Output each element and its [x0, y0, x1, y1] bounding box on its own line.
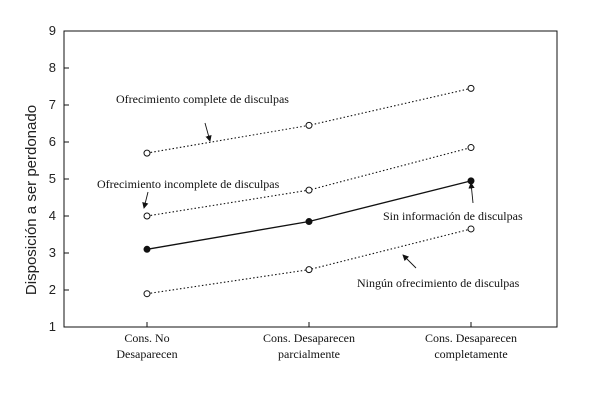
y-tick-label: 2 [49, 282, 56, 297]
data-point [143, 149, 151, 157]
annotation-arrow [468, 182, 475, 204]
y-tick-label: 1 [49, 319, 56, 334]
x-tick-label: Cons. No [124, 331, 169, 345]
series-annotation: Ningún ofrecimiento de disculpas [357, 276, 520, 290]
annotation-arrow [402, 254, 417, 269]
x-tick-label: Cons. Desaparecen [263, 331, 355, 345]
x-tick-label: parcialmente [278, 347, 340, 361]
data-point [143, 245, 151, 253]
y-tick-label: 7 [49, 97, 56, 112]
data-point [305, 186, 313, 194]
y-axis-title: Disposición a ser perdonado [23, 105, 40, 295]
series-line [146, 87, 472, 154]
x-tick-label: Desaparecen [116, 347, 177, 361]
data-point [143, 290, 151, 298]
y-tick-label: 3 [49, 245, 56, 260]
series-annotation: Ofrecimiento complete de disculpas [116, 92, 289, 106]
y-tick-label: 9 [49, 23, 56, 38]
data-point [467, 225, 475, 233]
data-point [305, 266, 313, 274]
series-annotation: Ofrecimiento incomplete de disculpas [97, 177, 280, 191]
y-tick-label: 5 [49, 171, 56, 186]
y-tick-label: 8 [49, 60, 56, 75]
y-tick-label: 6 [49, 134, 56, 149]
series-annotation: Sin información de disculpas [383, 209, 523, 223]
x-tick-label: completamente [434, 347, 507, 361]
data-point [143, 212, 151, 220]
annotation-arrow [204, 122, 212, 142]
data-point [467, 84, 475, 92]
data-point [305, 121, 313, 129]
y-tick-label: 4 [49, 208, 56, 223]
data-point [305, 218, 313, 226]
annotation-arrow [142, 191, 149, 209]
x-tick-label: Cons. Desaparecen [425, 331, 517, 345]
data-point [467, 177, 475, 185]
data-point [467, 144, 475, 152]
